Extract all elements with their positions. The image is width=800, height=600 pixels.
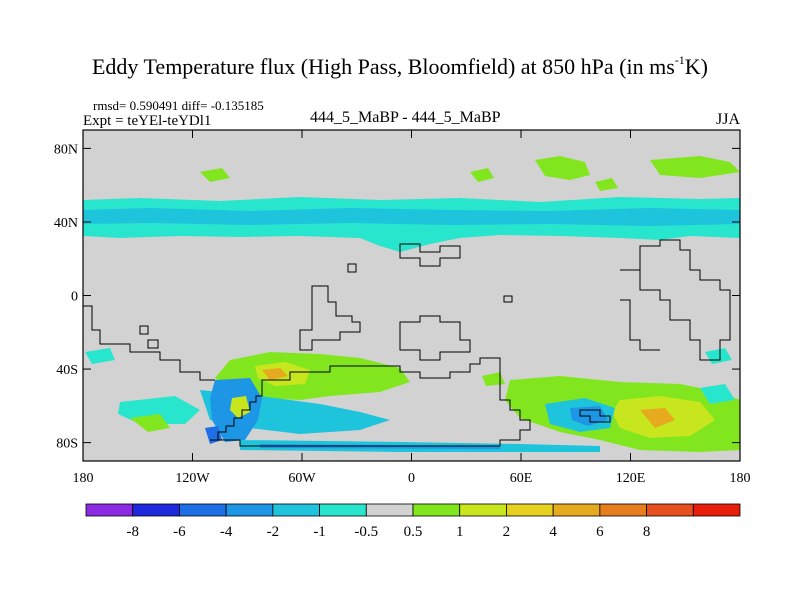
- colorbar-swatch: [692, 503, 741, 517]
- field-south-orange-west: [262, 368, 288, 380]
- y-tick-label: 80S: [56, 437, 78, 452]
- continent-outlines: [83, 239, 731, 447]
- field-south-yellow-core: [230, 396, 250, 418]
- colorbar-label: -0.5: [354, 524, 378, 540]
- colorbar-swatch: [506, 503, 554, 517]
- x-tick-label: 0: [408, 471, 415, 486]
- x-tick-label: 180: [730, 471, 751, 486]
- x-tick-label: 60W: [288, 471, 316, 486]
- outline-south-america: [299, 285, 361, 351]
- experiment-difference-label: 444_5_MaBP - 444_5_MaBP: [310, 109, 501, 126]
- field-tropic-3: [482, 372, 505, 386]
- y-tick-label: 0: [71, 290, 78, 305]
- colorbar-label: 2: [503, 524, 511, 540]
- colorbar-swatch: [412, 503, 461, 517]
- map-panel: [83, 130, 740, 461]
- x-axis: 180 120W 60W 0 60E 120E 180: [73, 130, 751, 486]
- colorbar-swatch: [599, 503, 647, 517]
- title-main: Eddy Temperature flux (High Pass, Bloomf…: [91, 54, 675, 79]
- y-tick-label: 40S: [56, 363, 78, 378]
- colorbar: -8 -6 -4 -2 -1 -0.5 0.5 1 2 4 6 8: [85, 503, 741, 540]
- field-arctic-4: [470, 168, 494, 182]
- y-tick-label: 80N: [54, 142, 78, 157]
- field-tropic-1: [85, 348, 115, 364]
- outline-asia-east: [620, 239, 731, 361]
- field-arctic-2: [650, 156, 740, 178]
- colorbar-swatch: [225, 503, 274, 517]
- colorbar-label: 0.5: [404, 524, 423, 540]
- x-tick-label: 180: [73, 471, 94, 486]
- outline-small-island-1: [139, 325, 149, 335]
- experiment-label: Expt = teYEl-teYDl1: [83, 113, 212, 129]
- colorbar-label: -4: [220, 524, 233, 540]
- colorbar-label: 6: [596, 524, 604, 540]
- colorbar-swatch: [459, 503, 507, 517]
- outline-small-island-3: [147, 339, 159, 349]
- colorbar-label: -2: [267, 524, 280, 540]
- x-tick-label: 120W: [175, 471, 210, 486]
- colorbar-label: 4: [549, 524, 557, 540]
- outline-west-coast: [83, 305, 215, 381]
- field-south-green-west: [215, 352, 410, 400]
- x-tick-label: 60E: [510, 471, 533, 486]
- colorbar-swatch: [132, 503, 180, 517]
- colorbar-swatch: [85, 503, 134, 517]
- rmsd-stats: rmsd= 0.590491 diff= -0.135185: [93, 98, 264, 113]
- title-superscript: -1: [674, 52, 685, 67]
- season-label: JJA: [716, 111, 741, 128]
- field-tropic-4: [700, 384, 735, 404]
- field-south-green-left: [130, 414, 170, 432]
- colorbar-label: -1: [313, 524, 326, 540]
- field-band-north-inner: [83, 208, 740, 226]
- colorbar-label: 8: [643, 524, 651, 540]
- field-arctic-3: [200, 168, 230, 182]
- colorbar-swatch: [179, 503, 227, 517]
- title-end: K): [684, 54, 708, 79]
- y-tick-label: 40N: [54, 216, 78, 231]
- field-arctic-1: [535, 156, 590, 180]
- outline-antarctica: [210, 357, 531, 447]
- colorbar-swatch: [272, 503, 320, 517]
- colorbar-swatch: [646, 503, 694, 517]
- x-tick-label: 120E: [616, 471, 646, 486]
- field-south-orange-east: [640, 408, 675, 428]
- colorbar-swatch: [365, 503, 414, 517]
- colorbar-swatch: [319, 503, 367, 517]
- field-arctic-5: [595, 178, 618, 191]
- colorbar-label: -8: [126, 524, 139, 540]
- outline-small-island-4: [347, 263, 357, 273]
- plot-title: Eddy Temperature flux (High Pass, Bloomf…: [0, 52, 800, 80]
- colorbar-label: 1: [456, 524, 464, 540]
- outline-africa-block: [399, 315, 471, 361]
- outline-small-island-2: [503, 295, 513, 303]
- outline-east-coast: [620, 299, 660, 351]
- outline-north-block: [399, 243, 461, 267]
- outline-se-pocket: [579, 409, 611, 423]
- y-axis: 80N 40N 0 40S 80S: [54, 142, 740, 452]
- colorbar-swatch: [552, 503, 601, 517]
- colorbar-label: -6: [173, 524, 186, 540]
